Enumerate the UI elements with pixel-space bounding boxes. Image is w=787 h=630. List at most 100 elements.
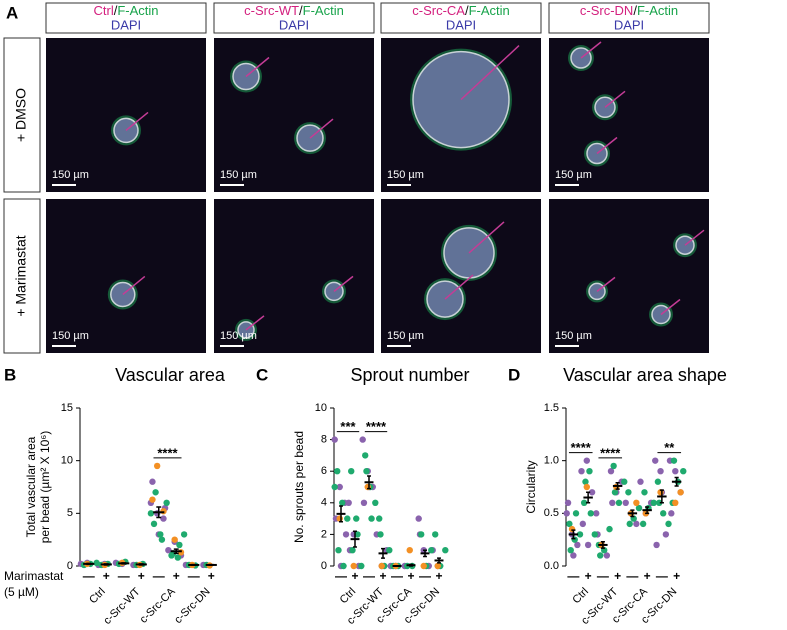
scale-bar-label: 150 µm xyxy=(220,169,257,181)
scale-bar-label: 150 µm xyxy=(555,169,592,181)
treatment-label: + xyxy=(614,569,621,583)
data-point xyxy=(625,489,632,496)
column-header-box xyxy=(213,2,375,34)
data-point xyxy=(609,499,616,506)
data-point xyxy=(591,531,598,538)
y-tick-label: 10 xyxy=(315,402,327,414)
data-point xyxy=(656,499,663,506)
treatment-label: — xyxy=(83,569,95,583)
significance-label: **** xyxy=(571,440,592,455)
treatment-label: — xyxy=(363,569,375,583)
data-point xyxy=(662,531,670,538)
column-header: c-Src-DN/F-Actin xyxy=(580,3,678,18)
treatment-label: + xyxy=(103,569,110,583)
data-point xyxy=(340,562,347,570)
x-tick-label: c-Src-WT xyxy=(101,585,143,627)
data-point xyxy=(331,483,338,491)
error-bar xyxy=(659,489,664,504)
data-point xyxy=(670,457,678,464)
header-part: F-Actin xyxy=(637,3,678,18)
header-part: c-Src-DN xyxy=(580,3,633,18)
error-bar xyxy=(208,563,214,567)
data-point xyxy=(350,562,357,570)
treatment-label: + xyxy=(644,569,651,583)
row-label: + Marimastat xyxy=(13,235,29,316)
scale-bar-label: 150 µm xyxy=(387,169,424,181)
data-point xyxy=(152,489,159,496)
data-point xyxy=(576,531,584,538)
data-point xyxy=(376,515,383,522)
sprout xyxy=(309,118,334,139)
treatment-label: — xyxy=(597,569,609,583)
data-point xyxy=(668,510,675,517)
column-header-dapi: DAPI xyxy=(614,17,644,32)
data-point xyxy=(665,520,672,528)
data-point xyxy=(345,499,352,506)
data-point xyxy=(336,483,343,491)
data-point xyxy=(586,468,593,475)
treatment-label: + xyxy=(173,569,180,583)
data-point xyxy=(344,515,351,522)
data-point xyxy=(570,552,577,559)
error-bar xyxy=(674,476,679,487)
data-point xyxy=(677,489,684,496)
y-tick-label: 1.0 xyxy=(544,455,559,467)
data-point xyxy=(641,489,648,496)
header-part: / xyxy=(465,3,469,18)
treatment-label: + xyxy=(351,569,358,583)
data-point xyxy=(349,547,356,554)
y-axis-label: Circularity xyxy=(524,460,538,513)
data-point xyxy=(582,478,589,485)
micrograph xyxy=(46,38,206,192)
data-point xyxy=(157,531,164,538)
header-part: F-Actin xyxy=(303,3,344,18)
data-point xyxy=(633,499,640,506)
data-point xyxy=(368,515,375,522)
error-bar xyxy=(191,563,197,567)
data-point xyxy=(165,547,172,554)
data-point xyxy=(171,536,178,543)
x-tick-label: Ctrl xyxy=(338,586,359,607)
y-tick-label: 4 xyxy=(321,497,327,509)
data-point xyxy=(606,525,613,533)
data-point xyxy=(571,536,578,543)
data-point xyxy=(386,547,393,554)
chart-title: Vascular area shape xyxy=(563,365,727,385)
sprout xyxy=(245,315,265,331)
data-point xyxy=(378,562,385,570)
error-bar xyxy=(630,509,635,518)
row-label: + DMSO xyxy=(13,88,29,142)
data-point xyxy=(637,478,644,485)
cell-bead xyxy=(412,50,510,149)
data-point xyxy=(177,549,185,556)
data-point xyxy=(672,468,679,475)
y-tick-label: 0.0 xyxy=(544,560,559,572)
treatment-title: (5 µM) xyxy=(4,585,39,599)
treatment-label: — xyxy=(335,569,347,583)
treatment-label: — xyxy=(656,569,668,583)
header-part: c-Src-WT xyxy=(244,3,299,18)
panel-letter: C xyxy=(256,365,268,384)
sprout xyxy=(245,56,270,78)
data-point xyxy=(633,520,640,528)
data-point xyxy=(621,478,628,485)
error-bar xyxy=(437,557,441,564)
treatment-title: Marimastat xyxy=(4,569,64,583)
error-bar xyxy=(138,563,144,566)
error-bar xyxy=(645,506,650,515)
significance-label: **** xyxy=(366,419,387,434)
sprout xyxy=(660,298,681,316)
column-header-dapi: DAPI xyxy=(279,17,309,32)
y-tick-label: 0 xyxy=(321,560,327,572)
sprout xyxy=(580,41,602,59)
header-part: Ctrl xyxy=(93,3,113,18)
error-bar xyxy=(586,491,591,504)
panel-letter: B xyxy=(4,365,16,384)
error-bar xyxy=(423,549,427,558)
x-tick-label: Ctrl xyxy=(87,586,108,607)
sprout xyxy=(604,90,626,108)
data-point xyxy=(654,478,662,485)
data-point xyxy=(579,520,587,528)
sprout xyxy=(596,136,618,155)
